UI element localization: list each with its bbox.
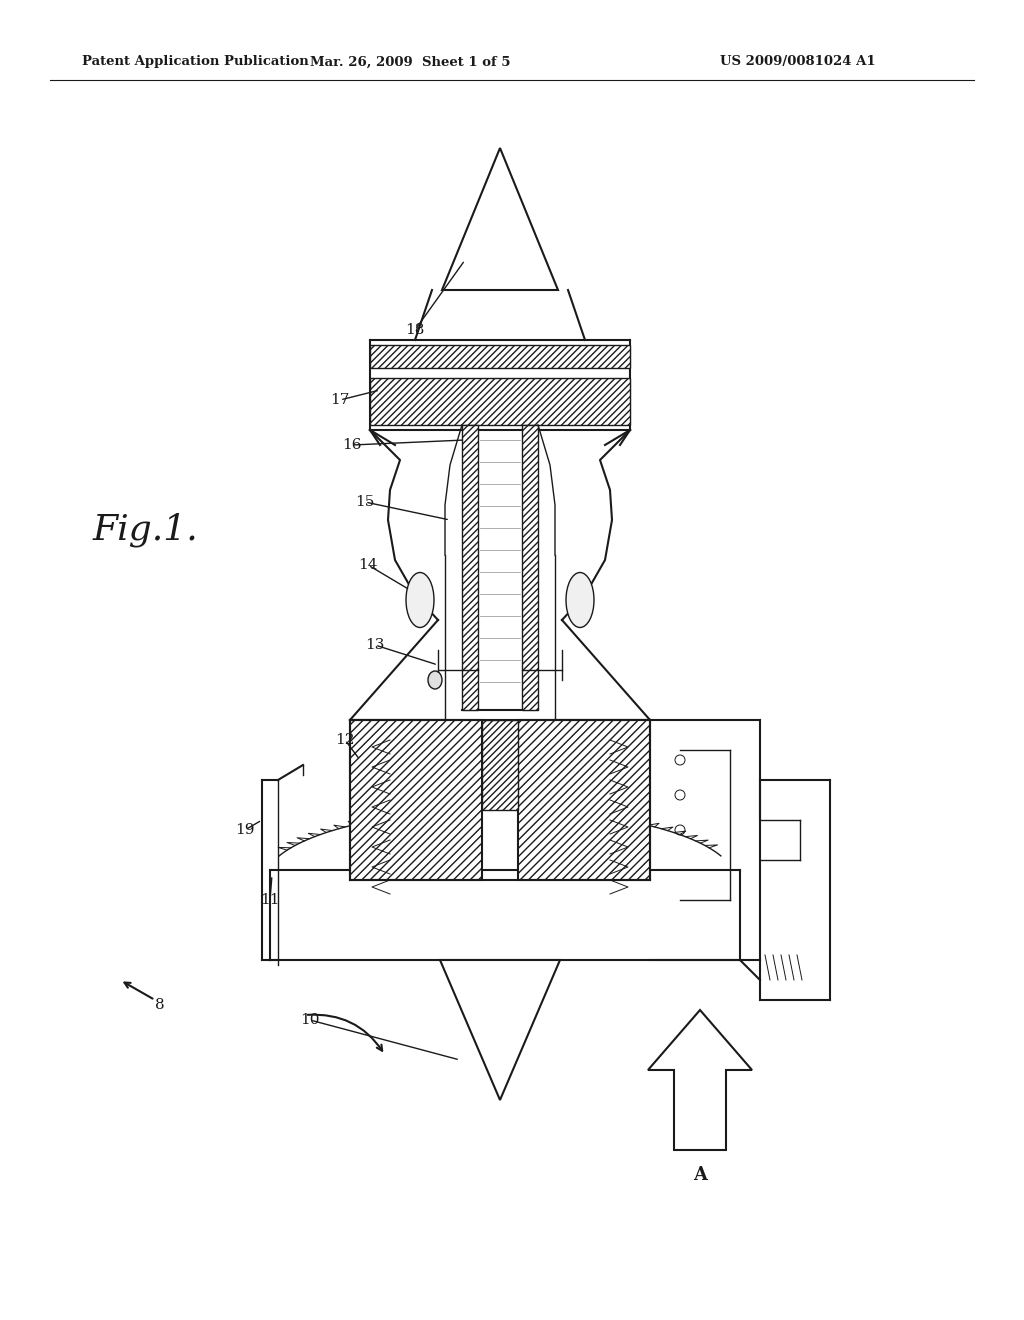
Ellipse shape [428, 671, 442, 689]
Polygon shape [482, 719, 518, 810]
Polygon shape [370, 378, 630, 425]
Polygon shape [518, 719, 650, 880]
Text: 14: 14 [358, 558, 378, 572]
Polygon shape [648, 1010, 752, 1150]
Polygon shape [440, 960, 560, 1100]
Text: 17: 17 [331, 393, 349, 407]
Polygon shape [522, 425, 538, 710]
Text: 18: 18 [406, 323, 425, 337]
Text: 10: 10 [300, 1012, 319, 1027]
Text: A: A [693, 1166, 707, 1184]
Text: US 2009/0081024 A1: US 2009/0081024 A1 [720, 55, 876, 69]
Ellipse shape [566, 573, 594, 627]
Polygon shape [442, 148, 558, 290]
Text: 16: 16 [342, 438, 361, 451]
Ellipse shape [406, 573, 434, 627]
Text: 19: 19 [236, 822, 255, 837]
Text: 8: 8 [156, 998, 165, 1012]
Text: 15: 15 [355, 495, 375, 510]
Polygon shape [462, 425, 478, 710]
Polygon shape [350, 719, 482, 880]
Text: 13: 13 [366, 638, 385, 652]
Text: Fig.1.: Fig.1. [92, 512, 198, 548]
Text: 11: 11 [260, 894, 280, 907]
Text: Mar. 26, 2009  Sheet 1 of 5: Mar. 26, 2009 Sheet 1 of 5 [309, 55, 510, 69]
Text: Patent Application Publication: Patent Application Publication [82, 55, 309, 69]
Polygon shape [370, 345, 630, 368]
Text: 12: 12 [335, 733, 354, 747]
